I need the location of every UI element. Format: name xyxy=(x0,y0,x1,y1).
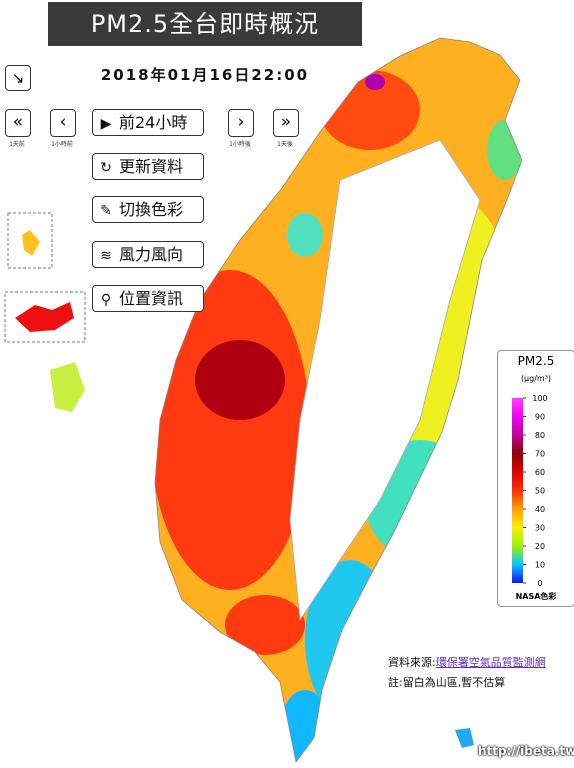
inset-box xyxy=(7,212,53,269)
tick-label: 40 xyxy=(535,505,545,514)
color-bar xyxy=(512,398,523,583)
map-outline xyxy=(154,37,523,763)
penghu xyxy=(50,362,85,412)
tick-label: 30 xyxy=(535,524,545,533)
button[interactable]: ≋ 風力風向 xyxy=(92,241,204,268)
nav-label: 1天前 xyxy=(9,141,25,148)
legend-scheme: NASA色彩 xyxy=(516,591,557,601)
button-icon: ↻ xyxy=(100,160,112,176)
legend: PM2.5 (μg/m³) NASA色彩 0 10 20 30 40 50 60 70 80 90… xyxy=(497,350,574,607)
button-icon: ✎ xyxy=(100,203,112,219)
legend-unit: (μg/m³) xyxy=(521,374,551,383)
button-label: 切換色彩 xyxy=(119,200,184,219)
button-label: 風力風向 xyxy=(119,245,184,264)
button-label: 位置資訊 xyxy=(119,289,184,308)
tick-label: 60 xyxy=(535,468,545,477)
tick-label: 100 xyxy=(532,394,547,403)
nav-label: 1天後 xyxy=(277,141,293,148)
tick-label: 20 xyxy=(535,542,545,551)
tick-label: 0 xyxy=(537,579,542,588)
nav-label: 1小時前 xyxy=(51,141,73,148)
tick-label: 70 xyxy=(535,450,545,459)
nav-button[interactable]: « xyxy=(5,109,31,137)
nav-button[interactable]: › xyxy=(228,109,254,137)
corner-button[interactable]: ↘ xyxy=(5,65,31,91)
nav-button[interactable]: ‹ xyxy=(50,109,76,137)
tick-label: 90 xyxy=(535,413,545,422)
inset-island xyxy=(15,302,74,332)
inset-box xyxy=(4,291,86,343)
datetime: 2018年01月16日22:00 xyxy=(100,66,310,84)
note: 註:留白為山區,暫不估算 xyxy=(388,676,506,689)
tick-label: 10 xyxy=(535,561,545,570)
tick-label: 80 xyxy=(535,431,545,440)
button[interactable]: ⚲ 位置資訊 xyxy=(92,285,204,312)
tick-label: 50 xyxy=(535,487,545,496)
button-icon: ▶ xyxy=(100,116,112,132)
button-icon: ≋ xyxy=(100,248,112,264)
source-label: 資料來源: xyxy=(388,656,436,669)
button-label: 更新資料 xyxy=(119,157,184,176)
button-icon: ⚲ xyxy=(100,292,112,308)
button-label: 前24小時 xyxy=(119,113,188,132)
nav-label: 1小時後 xyxy=(229,141,251,148)
islet xyxy=(455,728,474,748)
button[interactable]: ✎ 切換色彩 xyxy=(92,196,204,223)
watermark: http://ibeta.tw xyxy=(478,744,574,758)
button[interactable]: ↻ 更新資料 xyxy=(92,153,204,180)
title: PM2.5全台即時概況 xyxy=(48,2,362,46)
button[interactable]: ▶ 前24小時 xyxy=(92,109,204,136)
nav-button[interactable]: » xyxy=(273,109,299,137)
inset-island xyxy=(22,230,40,256)
source: 資料來源:環保署空氣品質監測網 xyxy=(388,654,546,670)
legend-title: PM2.5 xyxy=(518,354,555,368)
source-link[interactable]: 環保署空氣品質監測網 xyxy=(435,656,546,669)
legend-scale: PM2.5 (μg/m³) NASA色彩 0 10 20 30 40 50 60 70 80 90… xyxy=(512,354,557,601)
